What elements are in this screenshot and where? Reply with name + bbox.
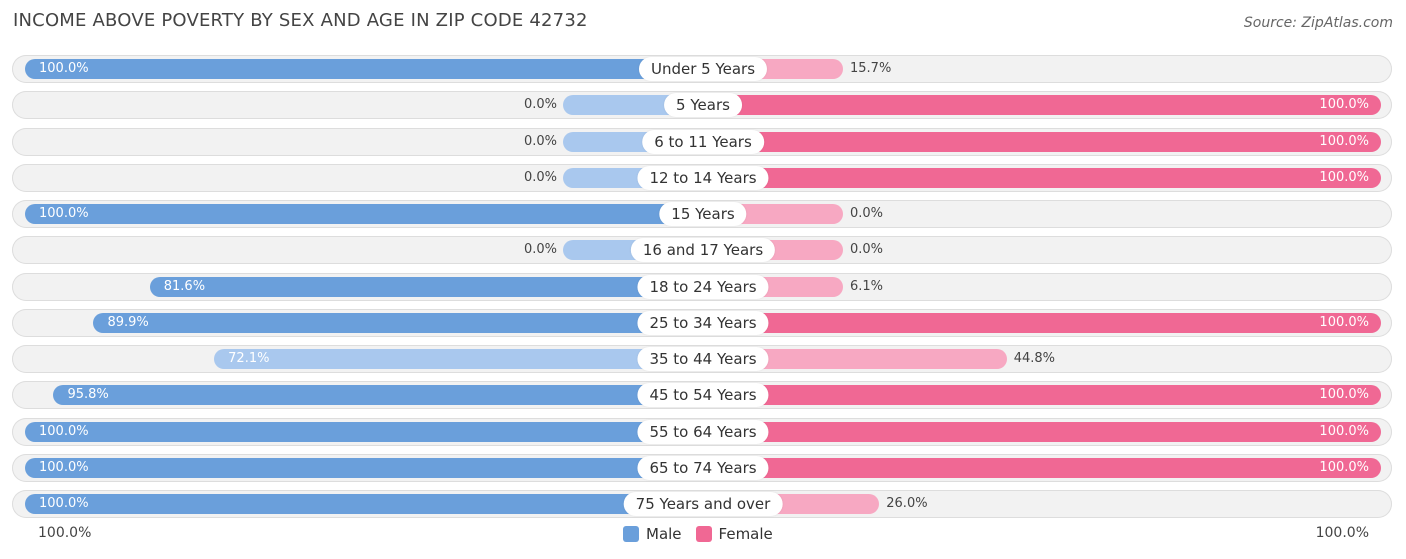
value-label-female: 0.0%: [850, 206, 884, 221]
category-label: 16 and 17 Years: [630, 238, 776, 263]
category-label: 75 Years and over: [623, 492, 783, 516]
chart-legend: Male Female: [623, 524, 787, 544]
bar-male: [53, 385, 703, 406]
bar-female: [703, 131, 1381, 152]
value-label-male: 95.8%: [67, 387, 109, 403]
bar-male: [25, 421, 703, 442]
bar-female: [703, 167, 1381, 188]
category-label: 18 to 24 Years: [637, 274, 769, 299]
value-label-female: 15.7%: [850, 61, 892, 76]
legend-item-male: Male: [623, 525, 682, 543]
chart-title: INCOME ABOVE POVERTY BY SEX AND AGE IN Z…: [13, 10, 588, 31]
value-label-female: 0.0%: [850, 242, 884, 258]
value-label-male: 89.9%: [107, 314, 149, 330]
value-label-male: 100.0%: [39, 496, 89, 511]
bar-male: [25, 59, 703, 79]
category-label: 55 to 64 Years: [637, 419, 769, 444]
value-label-male: 100.0%: [39, 61, 89, 76]
bar-male: [25, 457, 703, 478]
bar-female: [703, 312, 1381, 333]
value-label-female: 100.0%: [1319, 423, 1369, 439]
category-label: 35 to 44 Years: [637, 347, 769, 371]
bar-male: [214, 349, 703, 369]
value-label-male: 0.0%: [523, 133, 557, 149]
category-label: Under 5 Years: [638, 57, 768, 81]
bar-female: [703, 457, 1381, 478]
category-label: 12 to 14 Years: [637, 165, 769, 190]
category-label: 25 to 34 Years: [637, 310, 769, 335]
value-label-female: 100.0%: [1319, 459, 1369, 475]
chart-source: Source: ZipAtlas.com: [1243, 15, 1393, 31]
value-label-male: 100.0%: [39, 206, 89, 221]
value-label-male: 81.6%: [163, 278, 206, 294]
category-label: 65 to 74 Years: [637, 455, 769, 480]
category-label: 15 Years: [659, 202, 747, 226]
bar-male: [25, 204, 703, 224]
category-label: 45 to 54 Years: [637, 383, 769, 408]
legend-swatch-female: [695, 526, 712, 542]
legend-swatch-male: [623, 526, 639, 542]
value-label-female: 100.0%: [1319, 133, 1369, 149]
value-label-female: 26.0%: [886, 496, 928, 511]
value-label-female: 100.0%: [1319, 169, 1369, 185]
value-label-male: 0.0%: [523, 97, 557, 113]
axis-right-label: 100.0%: [1315, 525, 1369, 541]
value-label-female: 100.0%: [1319, 97, 1369, 113]
bar-female: [703, 349, 1007, 369]
bar-female: [703, 385, 1381, 406]
legend-item-female: Female: [695, 525, 773, 543]
axis-left-label: 100.0%: [38, 525, 92, 541]
value-label-female: 6.1%: [850, 278, 884, 294]
legend-label-female: Female: [718, 525, 773, 543]
bar-male: [25, 494, 703, 514]
category-label: 5 Years: [664, 93, 742, 118]
bar-female: [703, 421, 1381, 442]
bar-male: [93, 312, 703, 333]
bar-male: [149, 276, 703, 297]
value-label-male: 72.1%: [228, 351, 270, 366]
value-label-female: 44.8%: [1013, 351, 1056, 366]
value-label-male: 100.0%: [39, 423, 89, 439]
value-label-male: 0.0%: [523, 169, 557, 185]
value-label-male: 100.0%: [39, 459, 89, 475]
legend-label-male: Male: [646, 525, 682, 543]
value-label-male: 0.0%: [523, 242, 557, 258]
category-label: 6 to 11 Years: [642, 129, 764, 154]
value-label-female: 100.0%: [1319, 314, 1369, 330]
value-label-female: 100.0%: [1319, 387, 1369, 403]
bar-female: [703, 95, 1381, 116]
